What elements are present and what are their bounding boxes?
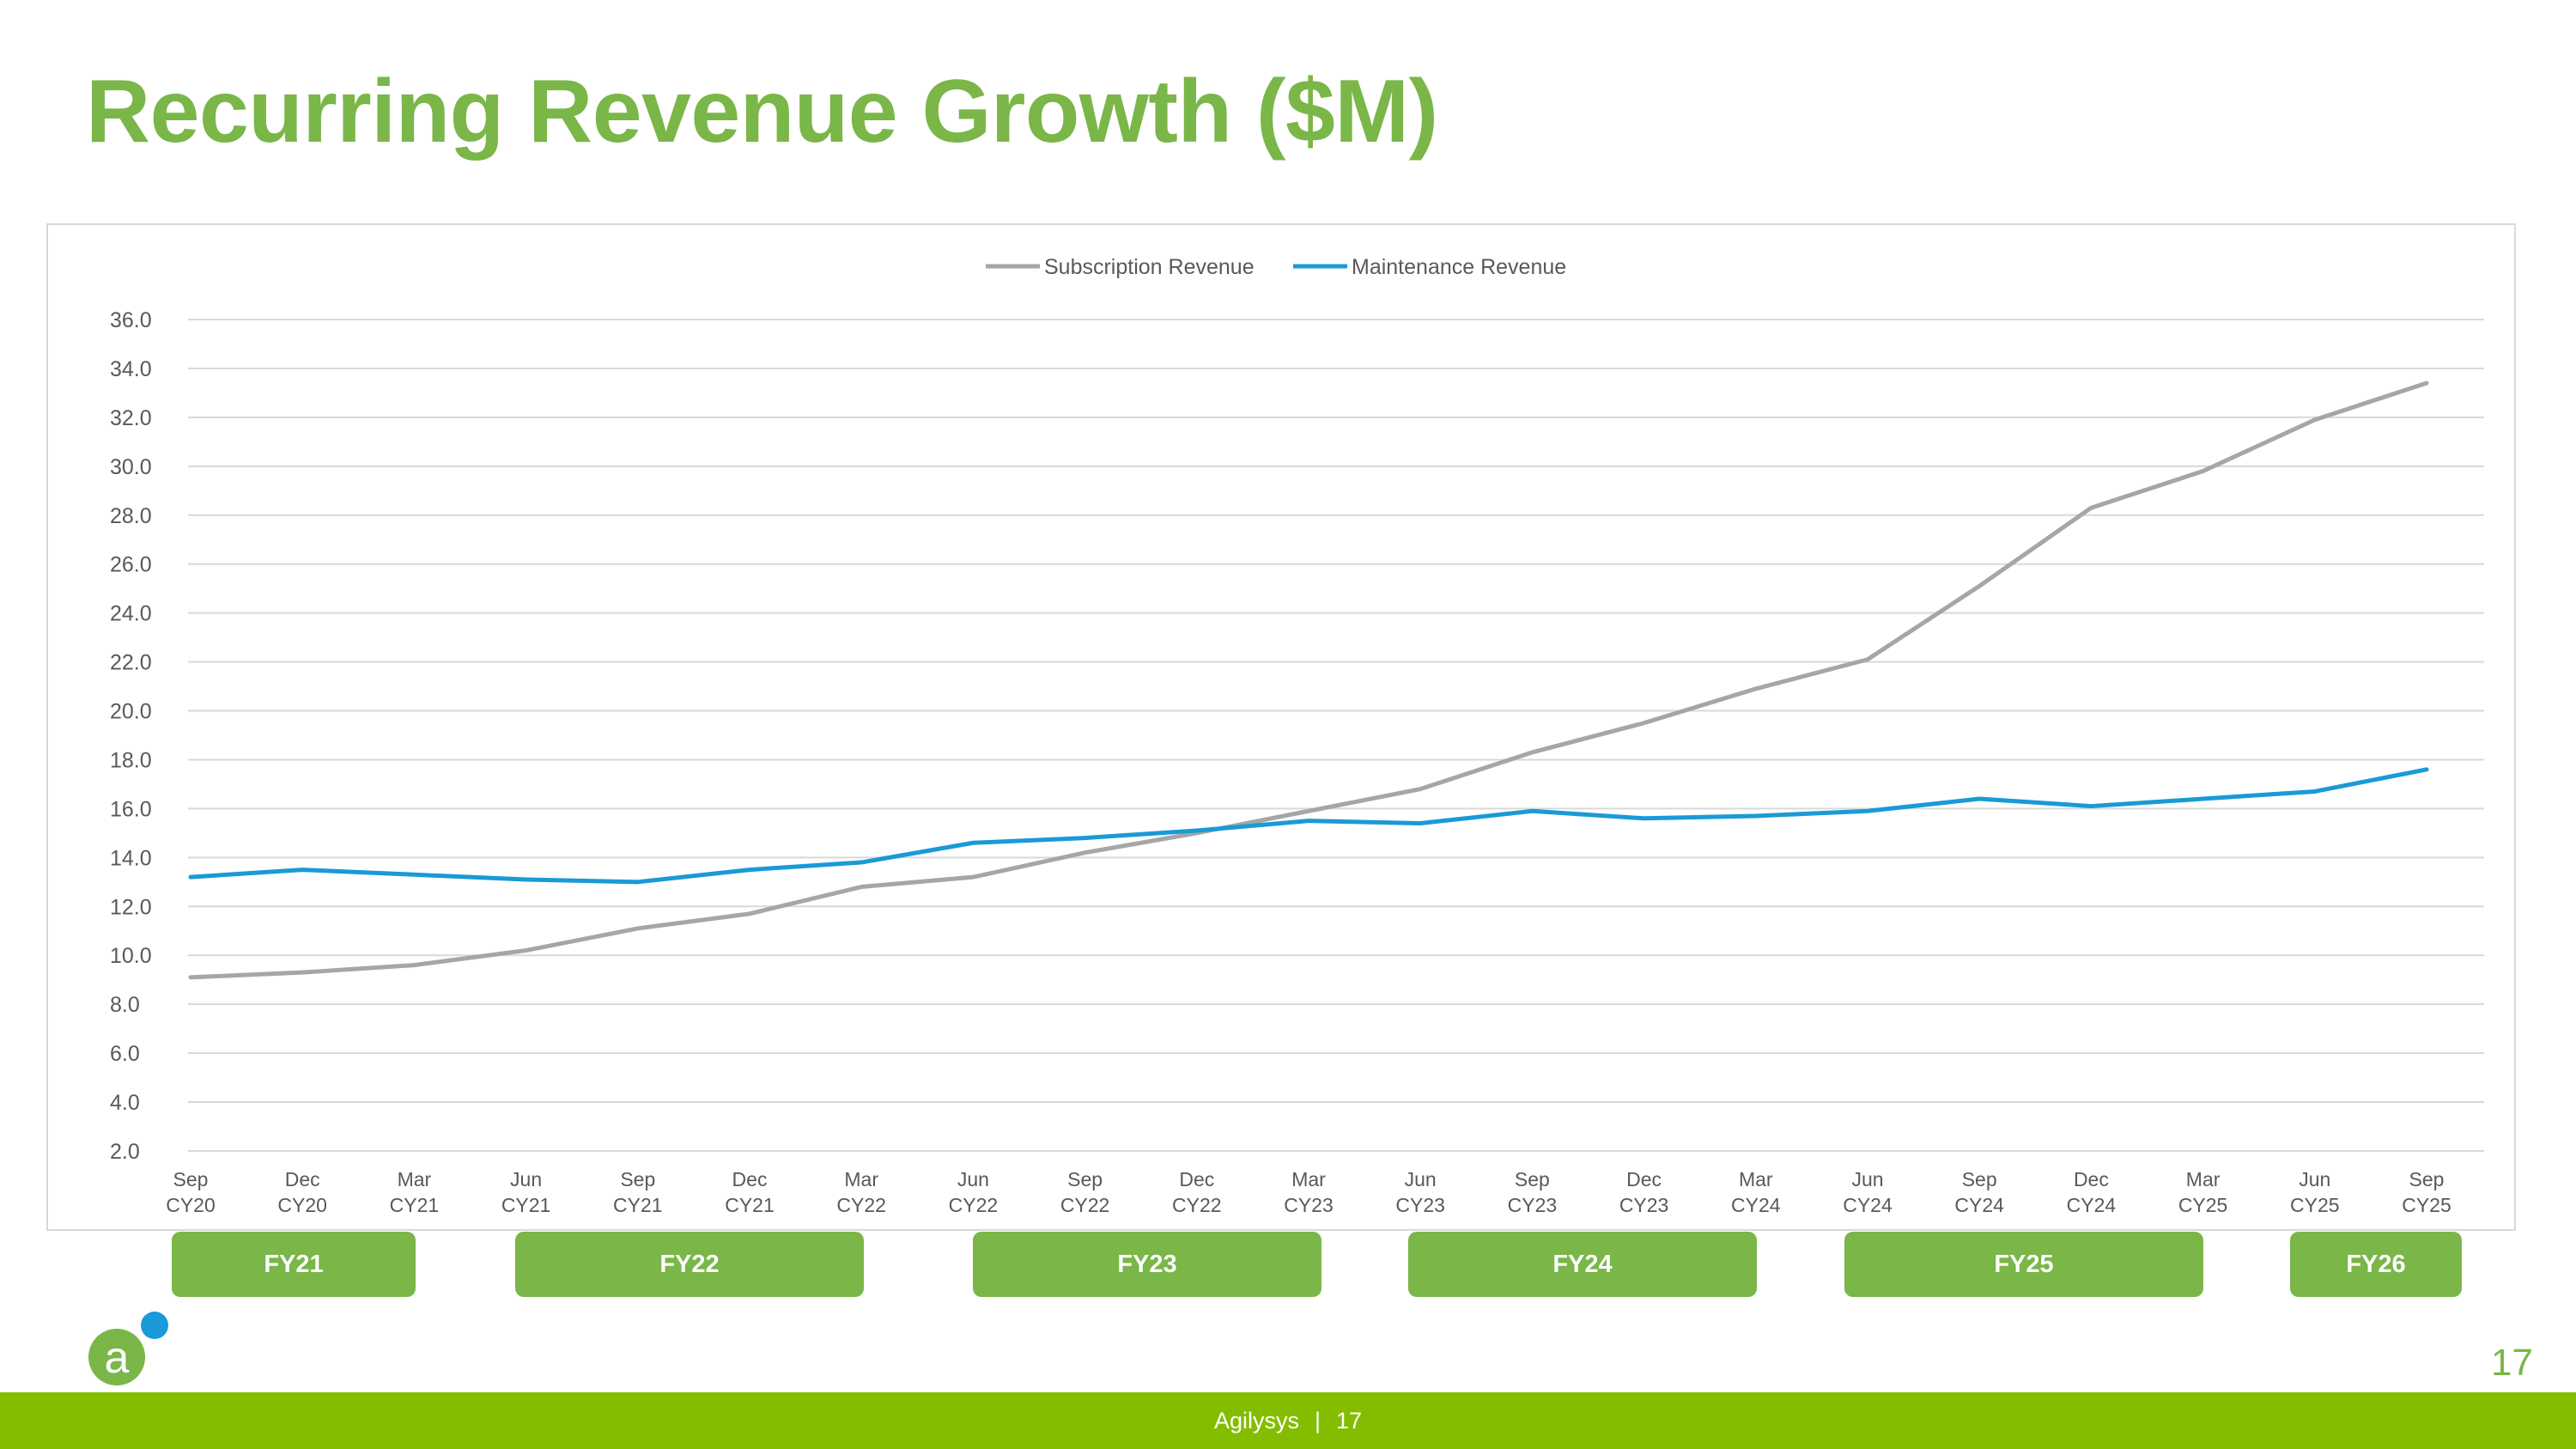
x-tick-label-month: Sep xyxy=(1067,1168,1103,1190)
x-tick-label-year: CY21 xyxy=(725,1194,775,1216)
logo-green-circle xyxy=(88,1329,145,1385)
x-tick-label-year: CY21 xyxy=(501,1194,551,1216)
chart-legend[interactable]: Subscription Revenue Maintenance Revenue xyxy=(986,255,1566,279)
x-tick-label-month: Dec xyxy=(285,1168,320,1190)
logo-blue-dot xyxy=(141,1312,168,1339)
y-axis-ticks: 2.0 4.0 6.0 8.0 10.0 12.0 14.0 16.0 18.0 20.0 22.0… xyxy=(110,308,152,1164)
fiscal-year-badge: FY26 xyxy=(2290,1232,2462,1297)
legend-label[interactable]: Subscription Revenue xyxy=(1044,255,1255,279)
x-tick-label-year: CY23 xyxy=(1508,1194,1558,1216)
series-line-subscription xyxy=(188,381,2429,980)
y-tick-label: 4.0 xyxy=(110,1091,140,1115)
y-tick-label: 24.0 xyxy=(110,602,152,626)
x-tick-label-month: Jun xyxy=(2299,1168,2330,1190)
legend-label[interactable]: Maintenance Revenue xyxy=(1352,255,1566,279)
y-tick-label: 8.0 xyxy=(110,993,140,1017)
footer-separator: | xyxy=(1314,1407,1321,1434)
x-tick-label-month: Dec xyxy=(2074,1168,2109,1190)
x-tick-label-month: Sep xyxy=(1515,1168,1550,1190)
x-tick-label-month: Sep xyxy=(1962,1168,1997,1190)
footer-bar: Agilysys | 17 xyxy=(0,1392,2576,1449)
x-tick-label-year: CY20 xyxy=(166,1194,216,1216)
fiscal-year-badge: FY22 xyxy=(515,1232,864,1297)
grid-lines xyxy=(188,319,2484,1152)
y-tick-label: 20.0 xyxy=(110,700,152,724)
x-tick-label-month: Dec xyxy=(1626,1168,1662,1190)
x-tick-label-year: CY21 xyxy=(613,1194,663,1216)
x-tick-label-month: Mar xyxy=(2186,1168,2221,1190)
y-tick-label: 10.0 xyxy=(110,944,152,968)
y-tick-label: 12.0 xyxy=(110,895,152,919)
x-tick-label-year: CY24 xyxy=(1954,1194,2004,1216)
x-tick-label-month: Sep xyxy=(620,1168,655,1190)
x-tick-label-year: CY24 xyxy=(2067,1194,2117,1216)
chart-frame: 2.0 4.0 6.0 8.0 10.0 12.0 14.0 16.0 18.0 20.0 22.0… xyxy=(46,223,2516,1231)
x-tick-label-year: CY22 xyxy=(1060,1194,1110,1216)
page-number: 17 xyxy=(2491,1342,2533,1384)
x-tick-label-month: Mar xyxy=(1739,1168,1773,1190)
x-tick-label-year: CY22 xyxy=(1172,1194,1222,1216)
x-tick-label-month: Jun xyxy=(510,1168,542,1190)
footer-company: Agilysys xyxy=(1213,1407,1299,1434)
x-tick-label-month: Mar xyxy=(844,1168,878,1190)
x-tick-label-year: CY23 xyxy=(1284,1194,1334,1216)
x-axis-ticks: Sep CY20 Dec CY20 Mar CY21 Jun CY21 Sep CY21 Dec CY… xyxy=(166,1168,2451,1216)
fiscal-year-badge: FY25 xyxy=(1844,1232,2203,1297)
x-tick-label-year: CY22 xyxy=(949,1194,999,1216)
x-tick-label-month: Mar xyxy=(1291,1168,1326,1190)
y-tick-label: 30.0 xyxy=(110,455,152,479)
x-tick-label-year: CY25 xyxy=(2290,1194,2340,1216)
x-tick-label-month: Dec xyxy=(732,1168,768,1190)
series-line-maintenance xyxy=(188,767,2429,885)
agilysys-logo: a xyxy=(88,1312,168,1385)
x-tick-label-month: Mar xyxy=(398,1168,432,1190)
page-title: Recurring Revenue Growth ($M) xyxy=(86,62,1438,161)
y-tick-label: 26.0 xyxy=(110,553,152,577)
y-tick-label: 14.0 xyxy=(110,846,152,870)
y-tick-label: 22.0 xyxy=(110,651,152,675)
logo-letter: a xyxy=(105,1333,130,1383)
x-tick-label-year: CY22 xyxy=(836,1194,886,1216)
y-tick-label: 2.0 xyxy=(110,1140,140,1164)
x-tick-label-year: CY25 xyxy=(2178,1194,2228,1216)
footer-page-number: 17 xyxy=(1336,1407,1363,1434)
y-tick-label: 34.0 xyxy=(110,357,152,381)
y-tick-label: 18.0 xyxy=(110,748,152,772)
x-tick-label-year: CY24 xyxy=(1731,1194,1781,1216)
x-tick-label-month: Jun xyxy=(957,1168,989,1190)
x-tick-label-year: CY21 xyxy=(390,1194,440,1216)
x-tick-label-year: CY25 xyxy=(2402,1194,2451,1216)
y-tick-label: 16.0 xyxy=(110,797,152,821)
revenue-line-chart: 2.0 4.0 6.0 8.0 10.0 12.0 14.0 16.0 18.0 20.0 22.0… xyxy=(110,255,2484,1216)
fiscal-year-badge: FY21 xyxy=(172,1232,416,1297)
x-tick-label-month: Jun xyxy=(1851,1168,1883,1190)
x-tick-label-month: Jun xyxy=(1405,1168,1437,1190)
y-tick-label: 36.0 xyxy=(110,308,152,332)
y-tick-label: 6.0 xyxy=(110,1042,140,1066)
fiscal-year-badge: FY23 xyxy=(973,1232,1321,1297)
x-tick-label-year: CY24 xyxy=(1843,1194,1893,1216)
y-tick-label: 28.0 xyxy=(110,504,152,528)
x-tick-label-year: CY23 xyxy=(1619,1194,1669,1216)
series-lines xyxy=(188,381,2429,980)
x-tick-label-month: Dec xyxy=(1179,1168,1214,1190)
x-tick-label-month: Sep xyxy=(173,1168,209,1190)
y-tick-label: 32.0 xyxy=(110,406,152,430)
x-tick-label-month: Sep xyxy=(2409,1168,2445,1190)
x-tick-label-year: CY23 xyxy=(1395,1194,1445,1216)
fiscal-year-badge: FY24 xyxy=(1408,1232,1757,1297)
x-tick-label-year: CY20 xyxy=(277,1194,327,1216)
